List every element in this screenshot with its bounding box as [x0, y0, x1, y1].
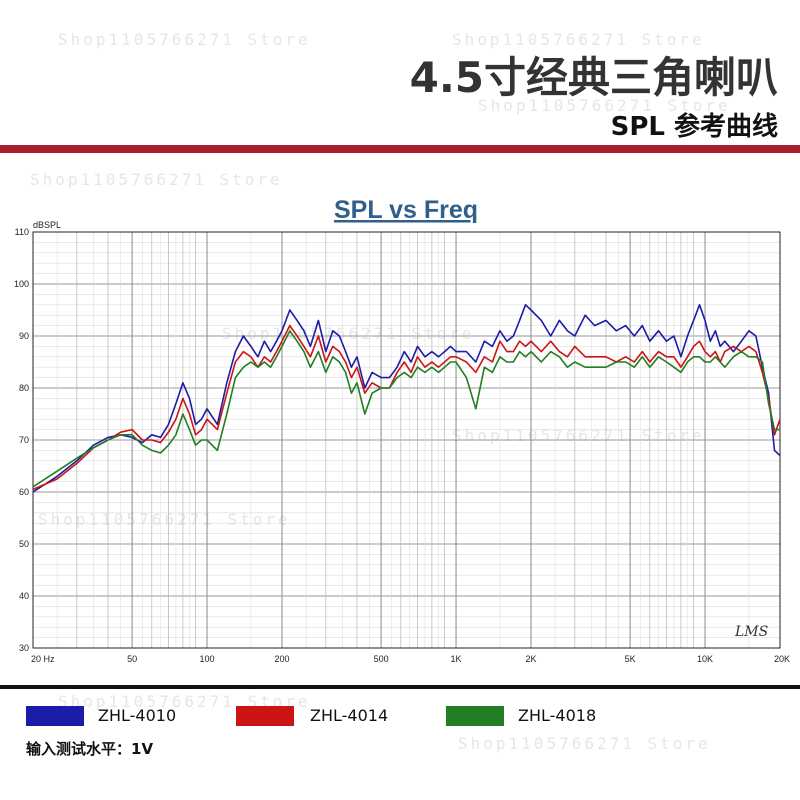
x-tick-label: 50: [127, 654, 137, 664]
test-level-note: 输入测试水平：1V: [26, 740, 154, 758]
page-title: 4.5寸经典三角喇叭: [409, 53, 778, 102]
x-tick-label: 500: [374, 654, 389, 664]
legend-divider: [0, 685, 800, 689]
y-tick-label: 50: [19, 539, 29, 549]
legend-swatch: [446, 706, 504, 726]
chart-series: [32, 303, 781, 493]
y-tick-label: 110: [15, 227, 29, 237]
chart-ticks: 30 40 50 60 70 80 90 100 110 20 Hz 50 100 200 500 1K 2K…: [14, 227, 790, 664]
watermark: Shop1105766271 Store: [30, 170, 283, 189]
legend-swatch: [26, 706, 84, 726]
series-line-zhl-4014: [32, 324, 781, 491]
x-tick-label: 20 Hz: [31, 654, 55, 664]
x-tick-label: 100: [200, 654, 215, 664]
chart-title: SPL vs Freq: [334, 196, 478, 224]
legend-label: ZHL-4014: [310, 706, 389, 725]
plot-frame: [32, 231, 781, 649]
y-tick-label: 80: [19, 383, 29, 393]
y-axis-label: dBSPL: [33, 220, 61, 230]
page-subtitle: SPL 参考曲线: [610, 112, 778, 142]
y-tick-label: 90: [19, 331, 29, 341]
watermark: Shop1105766271 Store: [478, 96, 731, 115]
x-tick-label: 200: [274, 654, 289, 664]
y-tick-label: 70: [19, 435, 29, 445]
watermark: Shop1105766271 Store: [458, 734, 711, 753]
header-divider: [0, 145, 800, 153]
y-tick-label: 100: [14, 279, 29, 289]
x-tick-label: 2K: [525, 654, 536, 664]
watermark: Shop1105766271 Store: [452, 30, 705, 49]
lms-logo: LMS: [734, 624, 768, 640]
y-tick-label: 30: [19, 643, 29, 653]
series-line-zhl-4010: [32, 303, 781, 493]
x-tick-label: 10K: [697, 654, 713, 664]
y-tick-label: 40: [19, 591, 29, 601]
x-tick-label: 20K: [774, 654, 790, 664]
legend-swatch: [236, 706, 294, 726]
x-tick-label: 5K: [625, 654, 636, 664]
x-tick-label: 1K: [451, 654, 462, 664]
y-tick-label: 60: [19, 487, 29, 497]
spl-chart: 30 40 50 60 70 80 90 100 110 20 Hz 50 100 200 500 1K 2K…: [14, 196, 790, 664]
watermark: Shop1105766271 Store: [58, 30, 311, 49]
legend-label: ZHL-4018: [518, 706, 597, 725]
series-line-zhl-4018: [32, 329, 780, 488]
legend-label: ZHL-4010: [98, 706, 177, 725]
watermark: Shop1105766271 Store: [38, 510, 291, 529]
